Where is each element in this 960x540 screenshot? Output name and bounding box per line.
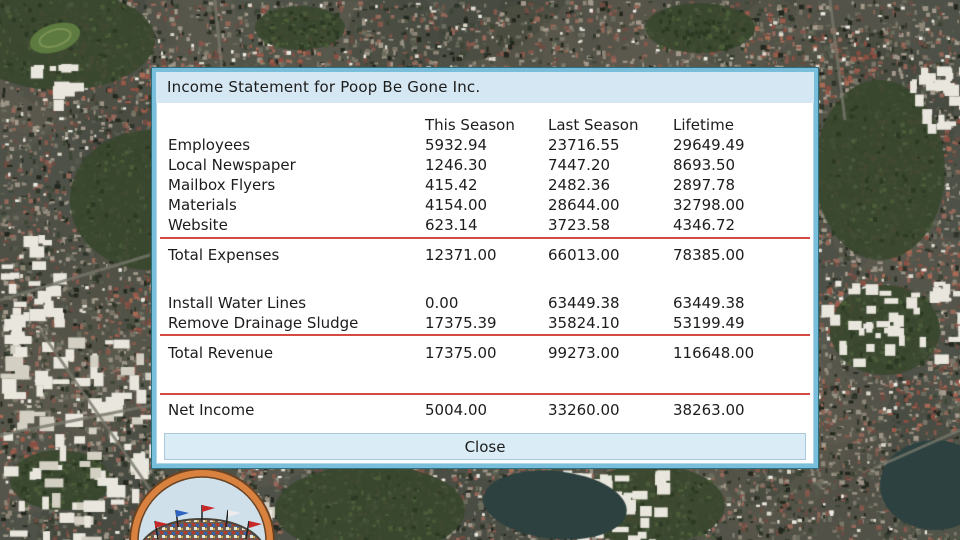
row-label: Employees <box>168 136 251 154</box>
cell-last-season: 23716.55 <box>548 136 620 154</box>
column-header-lifetime: Lifetime <box>673 116 734 134</box>
cell-last-season: 7447.20 <box>548 156 611 174</box>
cell-this-season: 4154.00 <box>425 196 488 214</box>
row-label: Total Revenue <box>168 344 274 362</box>
cell-lifetime: 29649.49 <box>673 136 745 154</box>
row-label: Mailbox Flyers <box>168 176 276 194</box>
cell-lifetime: 53199.49 <box>673 314 745 332</box>
table-row-website: Website 623.14 3723.58 4346.72 <box>168 215 802 235</box>
row-label: Net Income <box>168 401 255 419</box>
column-header-this-season: This Season <box>425 116 515 134</box>
cell-last-season: 2482.36 <box>548 176 611 194</box>
table-row-remove-drainage-sludge: Remove Drainage Sludge 17375.39 35824.10… <box>168 313 802 333</box>
cell-this-season: 17375.00 <box>425 344 497 362</box>
separator-line <box>160 237 810 239</box>
cell-this-season: 5932.94 <box>425 136 488 154</box>
row-label: Install Water Lines <box>168 294 307 312</box>
table-row-install-water-lines: Install Water Lines 0.00 63449.38 63449.… <box>168 293 802 313</box>
row-label: Total Expenses <box>168 246 280 264</box>
close-button[interactable]: Close <box>164 433 806 460</box>
cell-this-season: 17375.39 <box>425 314 497 332</box>
cell-this-season: 5004.00 <box>425 401 488 419</box>
cell-lifetime: 38263.00 <box>673 401 745 419</box>
income-statement-dialog: Income Statement for Poop Be Gone Inc. T… <box>152 68 818 468</box>
cell-last-season: 66013.00 <box>548 246 620 264</box>
cell-last-season: 99273.00 <box>548 344 620 362</box>
table-row-employees: Employees 5932.94 23716.55 29649.49 <box>168 135 802 155</box>
row-label: Website <box>168 216 228 234</box>
column-header-row: This Season Last Season Lifetime <box>168 115 802 135</box>
stadium-icon[interactable] <box>128 467 276 540</box>
cell-last-season: 33260.00 <box>548 401 620 419</box>
cell-lifetime: 2897.78 <box>673 176 736 194</box>
table-row-local-newspaper: Local Newspaper 1246.30 7447.20 8693.50 <box>168 155 802 175</box>
row-label: Materials <box>168 196 237 214</box>
column-header-last-season: Last Season <box>548 116 639 134</box>
cell-lifetime: 8693.50 <box>673 156 736 174</box>
cell-lifetime: 63449.38 <box>673 294 745 312</box>
cell-this-season: 12371.00 <box>425 246 497 264</box>
row-label: Remove Drainage Sludge <box>168 314 359 332</box>
table-row-total-revenue: Total Revenue 17375.00 99273.00 116648.0… <box>168 343 802 363</box>
cell-this-season: 623.14 <box>425 216 478 234</box>
table-row-materials: Materials 4154.00 28644.00 32798.00 <box>168 195 802 215</box>
cell-this-season: 415.42 <box>425 176 478 194</box>
income-statement-table: This Season Last Season Lifetime Employe… <box>156 115 814 460</box>
cell-last-season: 63449.38 <box>548 294 620 312</box>
separator-line <box>160 334 810 336</box>
stadium-icon-art <box>129 468 275 540</box>
cell-lifetime: 4346.72 <box>673 216 736 234</box>
table-row-total-expenses: Total Expenses 12371.00 66013.00 78385.0… <box>168 245 802 265</box>
table-row-mailbox-flyers: Mailbox Flyers 415.42 2482.36 2897.78 <box>168 175 802 195</box>
cell-last-season: 35824.10 <box>548 314 620 332</box>
dialog-title: Income Statement for Poop Be Gone Inc. <box>156 72 814 103</box>
cell-lifetime: 78385.00 <box>673 246 745 264</box>
cell-lifetime: 32798.00 <box>673 196 745 214</box>
cell-lifetime: 116648.00 <box>673 344 755 362</box>
cell-this-season: 0.00 <box>425 294 459 312</box>
cell-last-season: 3723.58 <box>548 216 611 234</box>
table-row-net-income: Net Income 5004.00 33260.00 38263.00 <box>168 400 802 420</box>
row-label: Local Newspaper <box>168 156 296 174</box>
separator-line <box>160 393 810 395</box>
cell-last-season: 28644.00 <box>548 196 620 214</box>
cell-this-season: 1246.30 <box>425 156 488 174</box>
